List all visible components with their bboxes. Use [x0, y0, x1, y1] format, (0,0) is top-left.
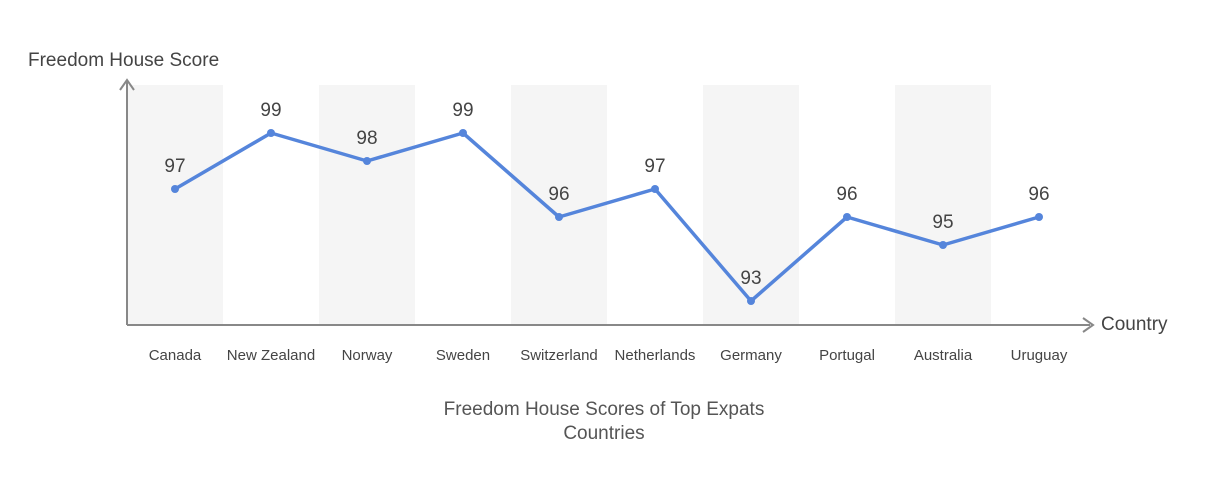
- x-tick-label: Uruguay: [1011, 347, 1068, 364]
- data-label: 96: [836, 184, 857, 205]
- data-point: [1035, 213, 1043, 221]
- x-tick-label: New Zealand: [227, 347, 315, 364]
- series-line-group: [173, 131, 1041, 303]
- x-tick-label: Canada: [149, 347, 202, 364]
- data-point: [267, 129, 275, 137]
- x-tick-label: Australia: [914, 347, 973, 364]
- data-label: 97: [164, 156, 185, 177]
- x-tick-label: Norway: [342, 347, 393, 364]
- x-tick-label: Portugal: [819, 347, 875, 364]
- background-band: [511, 85, 607, 325]
- data-point: [651, 185, 659, 193]
- data-point: [459, 129, 467, 137]
- data-labels: 97 99 98 99 96 97 93 96 95 96: [164, 100, 1049, 289]
- y-axis-label: Freedom House Score: [28, 50, 220, 71]
- data-point: [555, 213, 563, 221]
- x-tick-label: Switzerland: [520, 347, 598, 364]
- background-band: [319, 85, 415, 325]
- y-axis-arrow: [119, 78, 135, 91]
- series-line: [173, 131, 1041, 303]
- x-tick-labels: Canada New Zealand Norway Sweden Switzerland…: [149, 347, 1068, 364]
- data-point: [363, 157, 371, 165]
- data-points: [171, 129, 1043, 305]
- x-axis-arrow: [1082, 317, 1095, 333]
- data-label: 95: [932, 212, 953, 233]
- data-label: 93: [740, 268, 761, 289]
- background-band: [127, 85, 223, 325]
- chart-title-line-1: Freedom House Scores of Top Expats: [443, 399, 765, 420]
- data-label: 96: [548, 184, 569, 205]
- data-label: 99: [260, 100, 281, 121]
- x-tick-label: Germany: [720, 347, 782, 364]
- data-point: [747, 297, 755, 305]
- x-tick-label: Netherlands: [615, 347, 696, 364]
- data-point: [843, 213, 851, 221]
- data-point: [939, 241, 947, 249]
- data-point: [171, 185, 179, 193]
- x-axis-label: Country: [1101, 314, 1168, 335]
- data-label: 98: [356, 128, 377, 149]
- background-band: [895, 85, 991, 325]
- x-tick-label: Sweden: [436, 347, 490, 364]
- axes: [119, 78, 1095, 333]
- data-label: 99: [452, 100, 473, 121]
- data-label: 96: [1028, 184, 1049, 205]
- background-band: [703, 85, 799, 325]
- chart-title-line-2: Countries: [563, 423, 645, 444]
- data-label: 97: [644, 156, 665, 177]
- background-bands: [127, 85, 991, 325]
